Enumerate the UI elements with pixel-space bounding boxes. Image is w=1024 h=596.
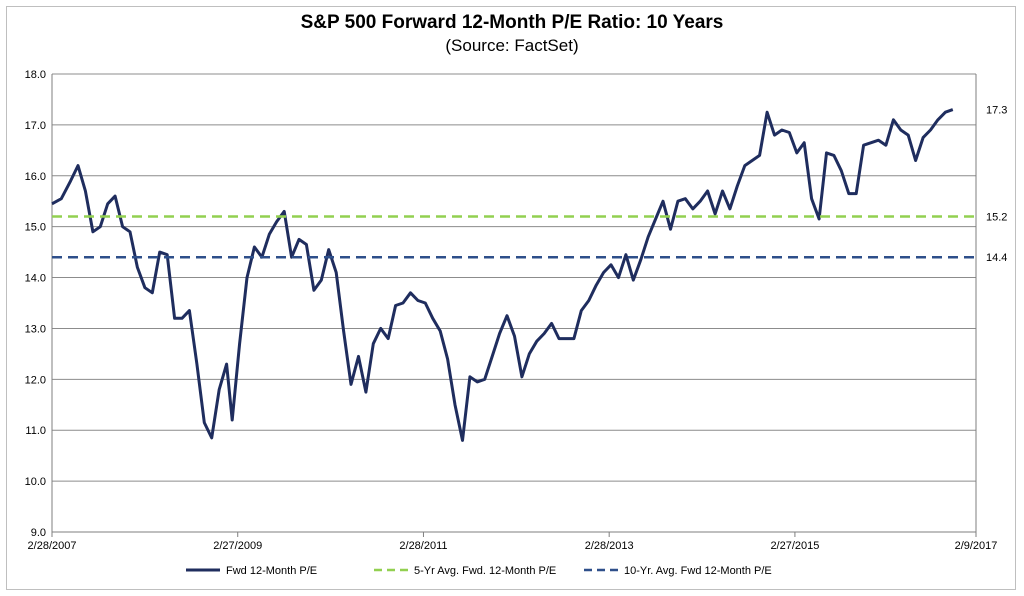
series-line-fwd-pe	[51, 108, 954, 442]
x-tick-label: 2/28/2013	[585, 540, 634, 552]
y-tick-label: 16.0	[25, 171, 46, 183]
chart-subtitle: (Source: FactSet)	[445, 36, 579, 55]
x-tick-label: 2/9/2017	[955, 540, 998, 552]
legend-label: 10-Yr. Avg. Fwd 12-Month P/E	[624, 565, 772, 577]
chart-legend: Fwd 12-Month P/E 5-Yr Avg. Fwd. 12-Month …	[186, 565, 772, 577]
y-axis-ticks: 9.0 10.0 11.0 12.0 13.0 14.0 15.0 16.0 17.0 18.0	[25, 69, 46, 539]
end-labels: 17.3 15.2 14.4	[986, 105, 1007, 265]
chart-title: S&P 500 Forward 12-Month P/E Ratio: 10 Y…	[300, 12, 724, 33]
series-layer	[51, 108, 976, 442]
chart-frame	[6, 6, 1016, 590]
y-tick-label: 10.0	[25, 476, 46, 488]
legend-label: 5-Yr Avg. Fwd. 12-Month P/E	[414, 565, 556, 577]
y-tick-label: 17.0	[25, 120, 46, 132]
y-tick-label: 11.0	[25, 425, 46, 437]
x-tick-label: 2/27/2009	[213, 540, 262, 552]
y-tick-label: 12.0	[25, 374, 46, 386]
end-label: 15.2	[986, 211, 1007, 223]
x-tick-label: 2/28/2011	[399, 540, 447, 552]
end-label: 14.4	[986, 252, 1007, 264]
legend-label: Fwd 12-Month P/E	[226, 565, 317, 577]
x-tick-label: 2/28/2007	[28, 540, 77, 552]
grid-layer	[51, 73, 977, 533]
y-tick-label: 18.0	[25, 69, 46, 81]
x-tick-label: 2/27/2015	[770, 540, 819, 552]
y-tick-label: 13.0	[25, 323, 46, 335]
y-tick-label: 14.0	[25, 273, 46, 285]
x-axis-ticks: 2/28/2007 2/27/2009 2/28/2011 2/28/2013 2/27…	[28, 532, 998, 552]
y-tick-label: 15.0	[25, 222, 46, 234]
y-tick-label: 9.0	[31, 527, 46, 539]
end-label: 17.3	[986, 105, 1007, 117]
